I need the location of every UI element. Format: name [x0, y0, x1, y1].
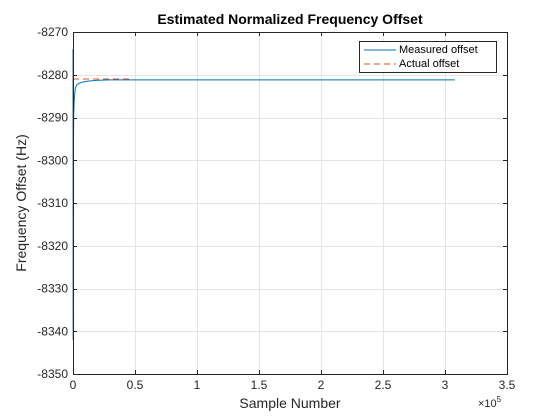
- y-tick-label: -8300: [37, 153, 68, 167]
- x-axis-exponent-base: ×10: [478, 398, 497, 410]
- legend-box: [359, 41, 497, 73]
- y-tick-label: -8350: [37, 367, 68, 381]
- legend-label-actual-offset: Actual offset: [399, 58, 459, 70]
- x-tick-label: 0.5: [127, 378, 144, 392]
- y-tick-label: -8340: [37, 324, 68, 338]
- chart-title: Estimated Normalized Frequency Offset: [157, 11, 423, 27]
- legend: Measured offset Actual offset: [359, 41, 497, 73]
- legend-label-measured-offset: Measured offset: [399, 44, 478, 56]
- y-tick-label: -8280: [37, 68, 68, 82]
- ticks: 0 0.5 1 1.5 2 2.5 3 3.5 -8350 -8340 -8330 -8320 -831…: [37, 25, 515, 392]
- y-axis-label: Frequency Offset (Hz): [13, 134, 29, 271]
- x-tick-label: 3.5: [499, 378, 516, 392]
- y-tick-label: -8310: [37, 196, 68, 210]
- x-axis-exponent: ×105: [478, 395, 502, 410]
- y-tick-label: -8290: [37, 111, 68, 125]
- y-tick-label: -8330: [37, 282, 68, 296]
- grid: [73, 32, 507, 374]
- x-tick-label: 2.5: [375, 378, 392, 392]
- y-tick-label: -8270: [37, 25, 68, 39]
- x-tick-label: 0: [70, 378, 77, 392]
- x-tick-label: 2: [318, 378, 325, 392]
- x-axis-exponent-power: 5: [497, 395, 502, 404]
- x-tick-label: 1: [194, 378, 201, 392]
- x-tick-label: 3: [442, 378, 449, 392]
- y-tick-label: -8320: [37, 239, 68, 253]
- x-axis-label: Sample Number: [239, 395, 340, 411]
- x-tick-label: 1.5: [251, 378, 268, 392]
